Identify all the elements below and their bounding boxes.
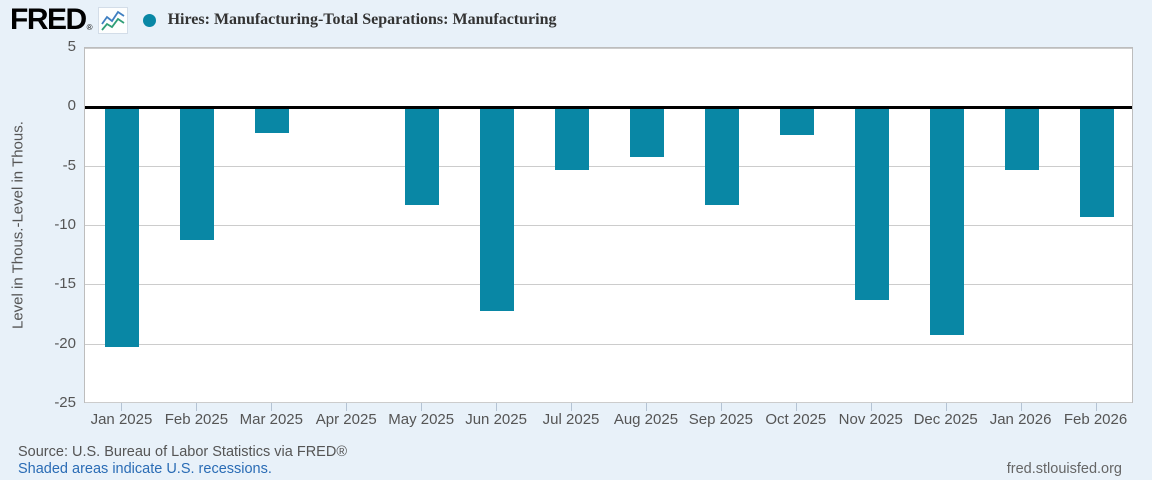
x-axis-tick [121,403,123,411]
x-axis-label: Mar 2025 [239,411,303,428]
x-axis-label: Jul 2025 [542,411,600,428]
x-axis-label: Sep 2025 [688,411,753,428]
x-axis-label: May 2025 [388,411,455,428]
x-axis-label: Jun 2025 [465,411,527,428]
gridline [85,402,1132,403]
fred-logo-text: FRED [10,3,87,36]
x-axis-tick [421,403,423,411]
bar-feb-2026[interactable] [1079,107,1114,217]
source-note: Source: U.S. Bureau of Labor Statistics … [18,444,348,460]
x-axis-ticks [84,403,1133,412]
x-axis-label: Nov 2025 [838,411,903,428]
x-axis-label: Jan 2026 [989,411,1052,428]
x-axis-tick [571,403,573,411]
bar-dec-2025[interactable] [929,107,964,336]
x-axis-tick [196,403,198,411]
gridline [85,225,1132,226]
x-axis-tick [945,403,947,411]
plot-area [84,47,1133,403]
gridline [85,165,1132,167]
x-axis-label: Dec 2025 [913,411,978,428]
registered-mark: ® [86,23,93,32]
y-axis-tick-label: -25 [54,394,76,411]
gridline [85,284,1132,286]
fred-site-link[interactable]: fred.stlouisfed.org [1006,461,1122,477]
gridline [85,343,1132,345]
x-axis-label: Oct 2025 [765,411,827,428]
x-axis-label: Apr 2025 [315,411,377,428]
bar-oct-2025[interactable] [779,107,814,135]
bar-jan-2026[interactable] [1004,107,1039,171]
chart-header: FRED ® Hires: Manufacturing-Total Separa… [0,0,1152,40]
x-axis-label: Feb 2026 [1063,411,1128,428]
bar-jun-2025[interactable] [480,107,515,312]
bar-mar-2025[interactable] [255,107,290,134]
chart-title: Hires: Manufacturing-Total Separations: … [167,11,557,28]
x-axis-tick [795,403,797,411]
bar-may-2025[interactable] [405,107,440,205]
y-axis-tick-label: -20 [54,334,76,352]
y-axis-tick-label: -5 [62,156,76,174]
bar-jan-2025[interactable] [105,107,140,348]
bar-nov-2025[interactable] [854,107,889,300]
x-axis-labels: Jan 2025 Feb 2025 Mar 2025 Apr 2025 May 2025… [84,411,1133,431]
x-axis-tick [346,403,348,411]
x-axis-tick [720,403,722,411]
x-axis-tick [870,403,872,411]
y-axis-tick-label: -15 [54,275,76,293]
x-axis-tick [1020,403,1022,411]
sparkline-icon [97,6,128,34]
zero-axis-line [85,105,1132,109]
y-axis-tick-label: 0 [67,97,76,115]
y-axis-tick-label: -10 [54,216,76,233]
bar-feb-2025[interactable] [180,107,215,241]
recessions-note-link[interactable]: Shaded areas indicate U.S. recessions. [18,461,272,477]
bar-jul-2025[interactable] [555,107,590,171]
series-legend-marker-icon [142,13,156,27]
x-axis-tick [1095,403,1097,411]
x-axis-tick [645,403,647,411]
bar-sep-2025[interactable] [704,107,739,205]
x-axis-label: Jan 2025 [90,411,153,428]
x-axis-tick [496,403,498,411]
bar-aug-2025[interactable] [629,107,664,158]
x-axis-tick [271,403,273,411]
x-axis-label: Feb 2025 [164,411,229,428]
x-axis-label: Aug 2025 [613,411,679,428]
y-axis-tick-label: 5 [67,38,76,55]
gridline [85,48,1132,49]
y-axis-tick-labels: 5 0 -5 -10 -15 -20 -25 [0,38,76,411]
fred-logo[interactable]: FRED ® [10,3,93,36]
